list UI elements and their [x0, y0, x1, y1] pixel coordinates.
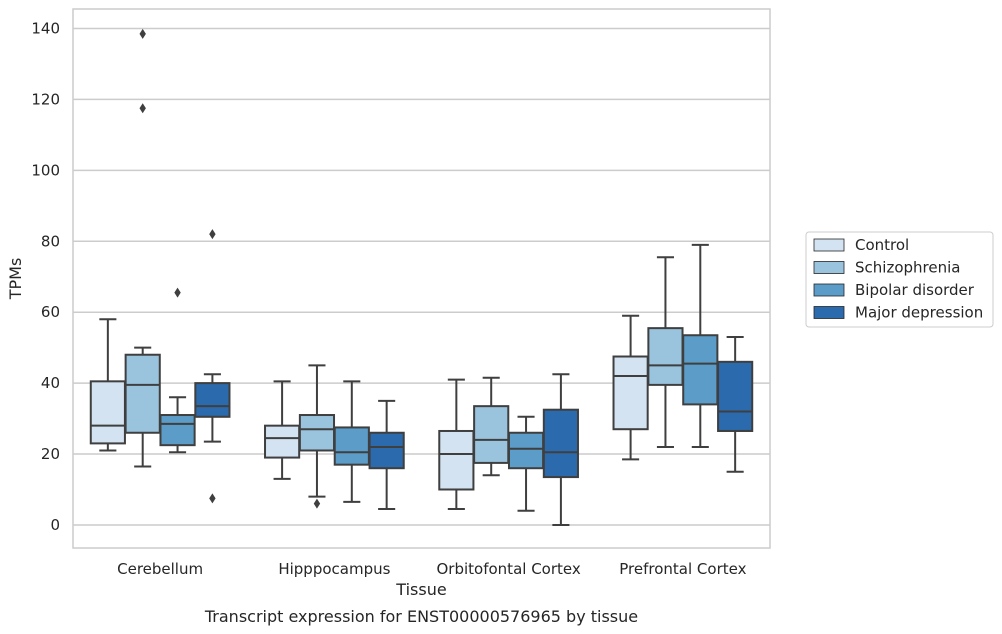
legend-label-schizophrenia: Schizophrenia [855, 259, 960, 277]
y-tick-label: 20 [41, 445, 60, 463]
y-axis-ticks: 0 20 40 60 80 100 120 140 [31, 20, 60, 534]
iqr-box [298, 414, 336, 452]
box-control-orbitofontal-cortex [438, 378, 475, 510]
legend-swatch-control [813, 238, 845, 252]
outlier-point [174, 287, 181, 298]
iqr-box [542, 408, 579, 479]
legend-swatch-schizophrenia [813, 261, 845, 274]
x-axis-label: Tissue [395, 580, 446, 599]
y-axis-label: TPMs [6, 258, 25, 301]
iqr-box [333, 426, 370, 466]
y-tick-label: 0 [50, 516, 60, 534]
series-control [89, 314, 649, 510]
box-schizophrenia-orbitofontal-cortex [473, 376, 510, 477]
box-schizophrenia-cerebellum [124, 28, 161, 468]
outlier-point [139, 28, 146, 39]
outlier-point [313, 498, 321, 509]
x-tick-label-hipppocampus: Hipppocampus [278, 560, 390, 578]
iqr-box [647, 327, 684, 386]
iqr-box [507, 431, 545, 470]
legend: Control Schizophrenia Bipolar disorder Majo… [805, 231, 994, 328]
box-major-depression-orbitofontal-cortex [542, 373, 579, 526]
legend-label-control: Control [855, 236, 909, 254]
grid-lines [73, 27, 770, 526]
outlier-point [209, 229, 216, 240]
iqr-box [682, 334, 719, 406]
iqr-box [473, 405, 510, 464]
iqr-box [124, 353, 161, 434]
series-schizophrenia [124, 28, 684, 509]
box-control-prefrontal-cortex [612, 314, 649, 461]
legend-label-bipolar-disorder: Bipolar disorder [855, 281, 975, 299]
box-major-depression-hipppocampus [368, 399, 405, 510]
legend-label-major-depression: Major depression [855, 304, 983, 322]
box-major-depression-prefrontal-cortex [717, 336, 754, 473]
y-tick-label: 60 [41, 303, 60, 321]
series-major-depression [194, 229, 754, 526]
legend-swatch-major-depression [813, 306, 845, 319]
iqr-box [89, 380, 126, 445]
x-tick-label-cerebellum: Cerebellum [117, 560, 203, 578]
x-tick-label-orbitofontal-cortex: Orbitofontal Cortex [437, 560, 581, 578]
box-major-depression-cerebellum [194, 229, 231, 504]
y-tick-label: 80 [41, 232, 60, 250]
outlier-point [209, 493, 216, 504]
y-tick-label: 100 [31, 161, 60, 179]
box-bipolar-disorder-cerebellum [159, 287, 196, 454]
y-tick-label: 40 [41, 374, 60, 392]
legend-frame [805, 231, 994, 328]
iqr-box [612, 355, 649, 431]
x-tick-label-prefrontal-cortex: Prefrontal Cortex [619, 560, 746, 578]
y-tick-label: 120 [31, 90, 60, 108]
box-plot-series [89, 28, 754, 526]
iqr-box [194, 382, 231, 418]
chart-caption: Transcript expression for ENST0000057696… [204, 607, 638, 626]
x-axis-ticks: Cerebellum Hipppocampus Orbitofontal Corte… [117, 560, 746, 578]
box-control-hipppocampus [264, 380, 301, 480]
legend-swatch-bipolar-disorder [813, 283, 845, 297]
box-control-cerebellum [89, 318, 126, 452]
box-schizophrenia-hipppocampus [298, 364, 336, 509]
y-tick-label: 140 [31, 20, 60, 38]
iqr-box [368, 431, 405, 470]
iqr-box [438, 429, 475, 491]
plot-frame [72, 8, 771, 549]
iqr-box [264, 424, 301, 459]
outlier-point [139, 103, 146, 114]
iqr-box [717, 360, 754, 432]
box-bipolar-disorder-prefrontal-cortex [682, 243, 719, 448]
box-bipolar-disorder-hipppocampus [333, 380, 370, 503]
series-bipolar-disorder [159, 243, 719, 512]
iqr-box [159, 414, 196, 447]
